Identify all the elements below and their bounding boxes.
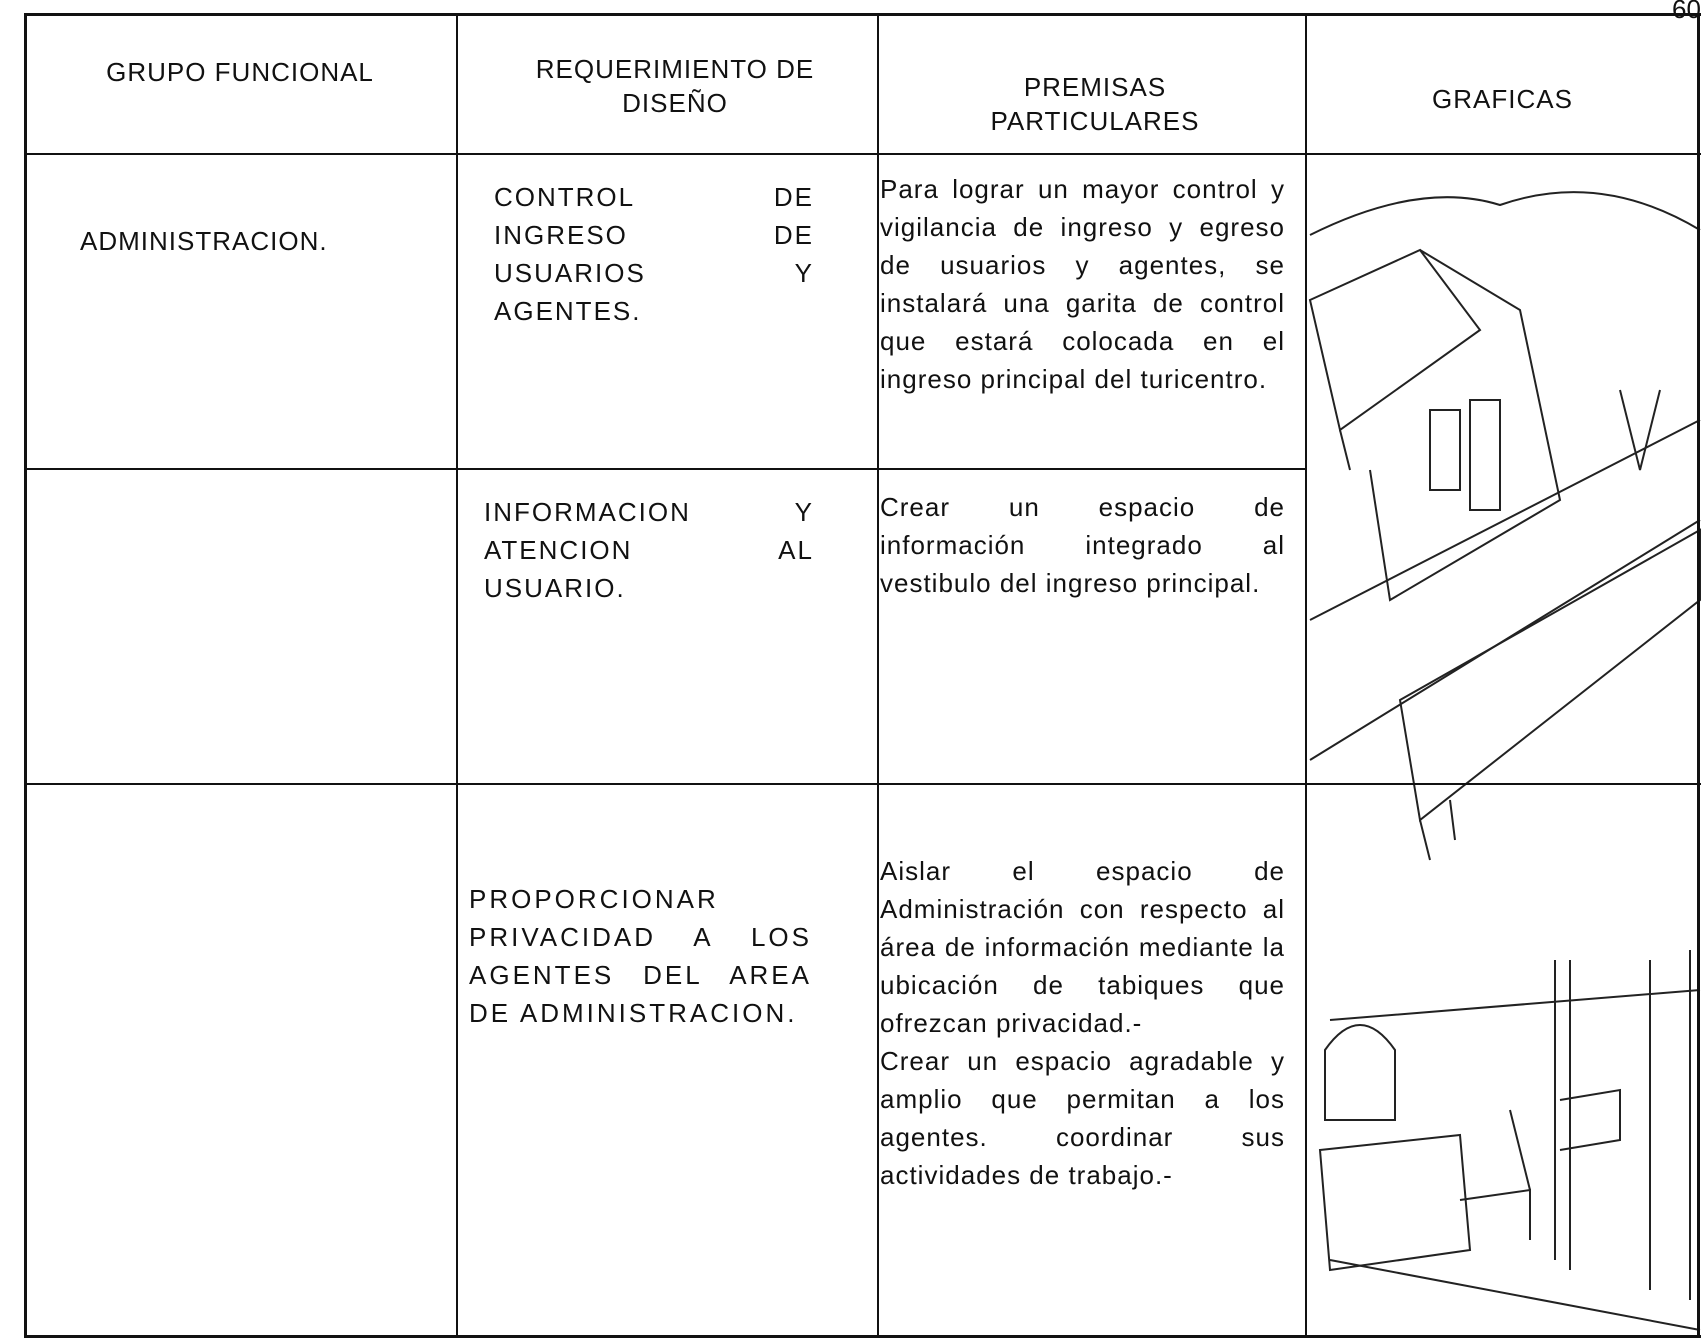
premises-cell: Aislar el espacio de Administración con …	[880, 852, 1285, 1194]
page-number: 60	[1672, 0, 1701, 24]
header-cell: GRAFICAS	[1432, 84, 1573, 114]
header-cell: PREMISAS PARTICULARES	[990, 72, 1200, 136]
border	[24, 783, 1701, 785]
premises-cell: Para lograr un mayor control y vigilanci…	[880, 170, 1285, 398]
border	[1305, 13, 1307, 1338]
group-cell: ADMINISTRACION.	[80, 226, 328, 256]
border	[24, 468, 1305, 470]
premise-text: Crear un espacio agradable y amplio que …	[880, 1046, 1285, 1190]
premise-text: Aislar el espacio de Administración con …	[880, 856, 1285, 1038]
premises-cell: Crear un espacio de información integrad…	[880, 488, 1285, 602]
border	[1697, 13, 1700, 1338]
requirement-cell: INFORMACION Y ATENCION AL USUARIO.	[484, 497, 814, 603]
border	[24, 13, 1701, 16]
requirement-cell: CONTROL DE INGRESO DE USUARIOS Y AGENTES…	[494, 182, 814, 326]
header-cell: REQUERIMIENTO DE DISEÑO	[535, 54, 815, 118]
border	[24, 13, 27, 1338]
header-cell: GRUPO FUNCIONAL	[106, 57, 374, 87]
border	[456, 13, 458, 1338]
border	[877, 13, 879, 1338]
premise-text: Para lograr un mayor control y vigilanci…	[880, 174, 1285, 394]
premise-text: Crear un espacio de información integrad…	[880, 492, 1285, 598]
requirement-cell: PROPORCIONAR PRIVACIDAD A LOS AGENTES DE…	[469, 884, 812, 1028]
border	[24, 153, 1701, 155]
border	[24, 1335, 1701, 1338]
